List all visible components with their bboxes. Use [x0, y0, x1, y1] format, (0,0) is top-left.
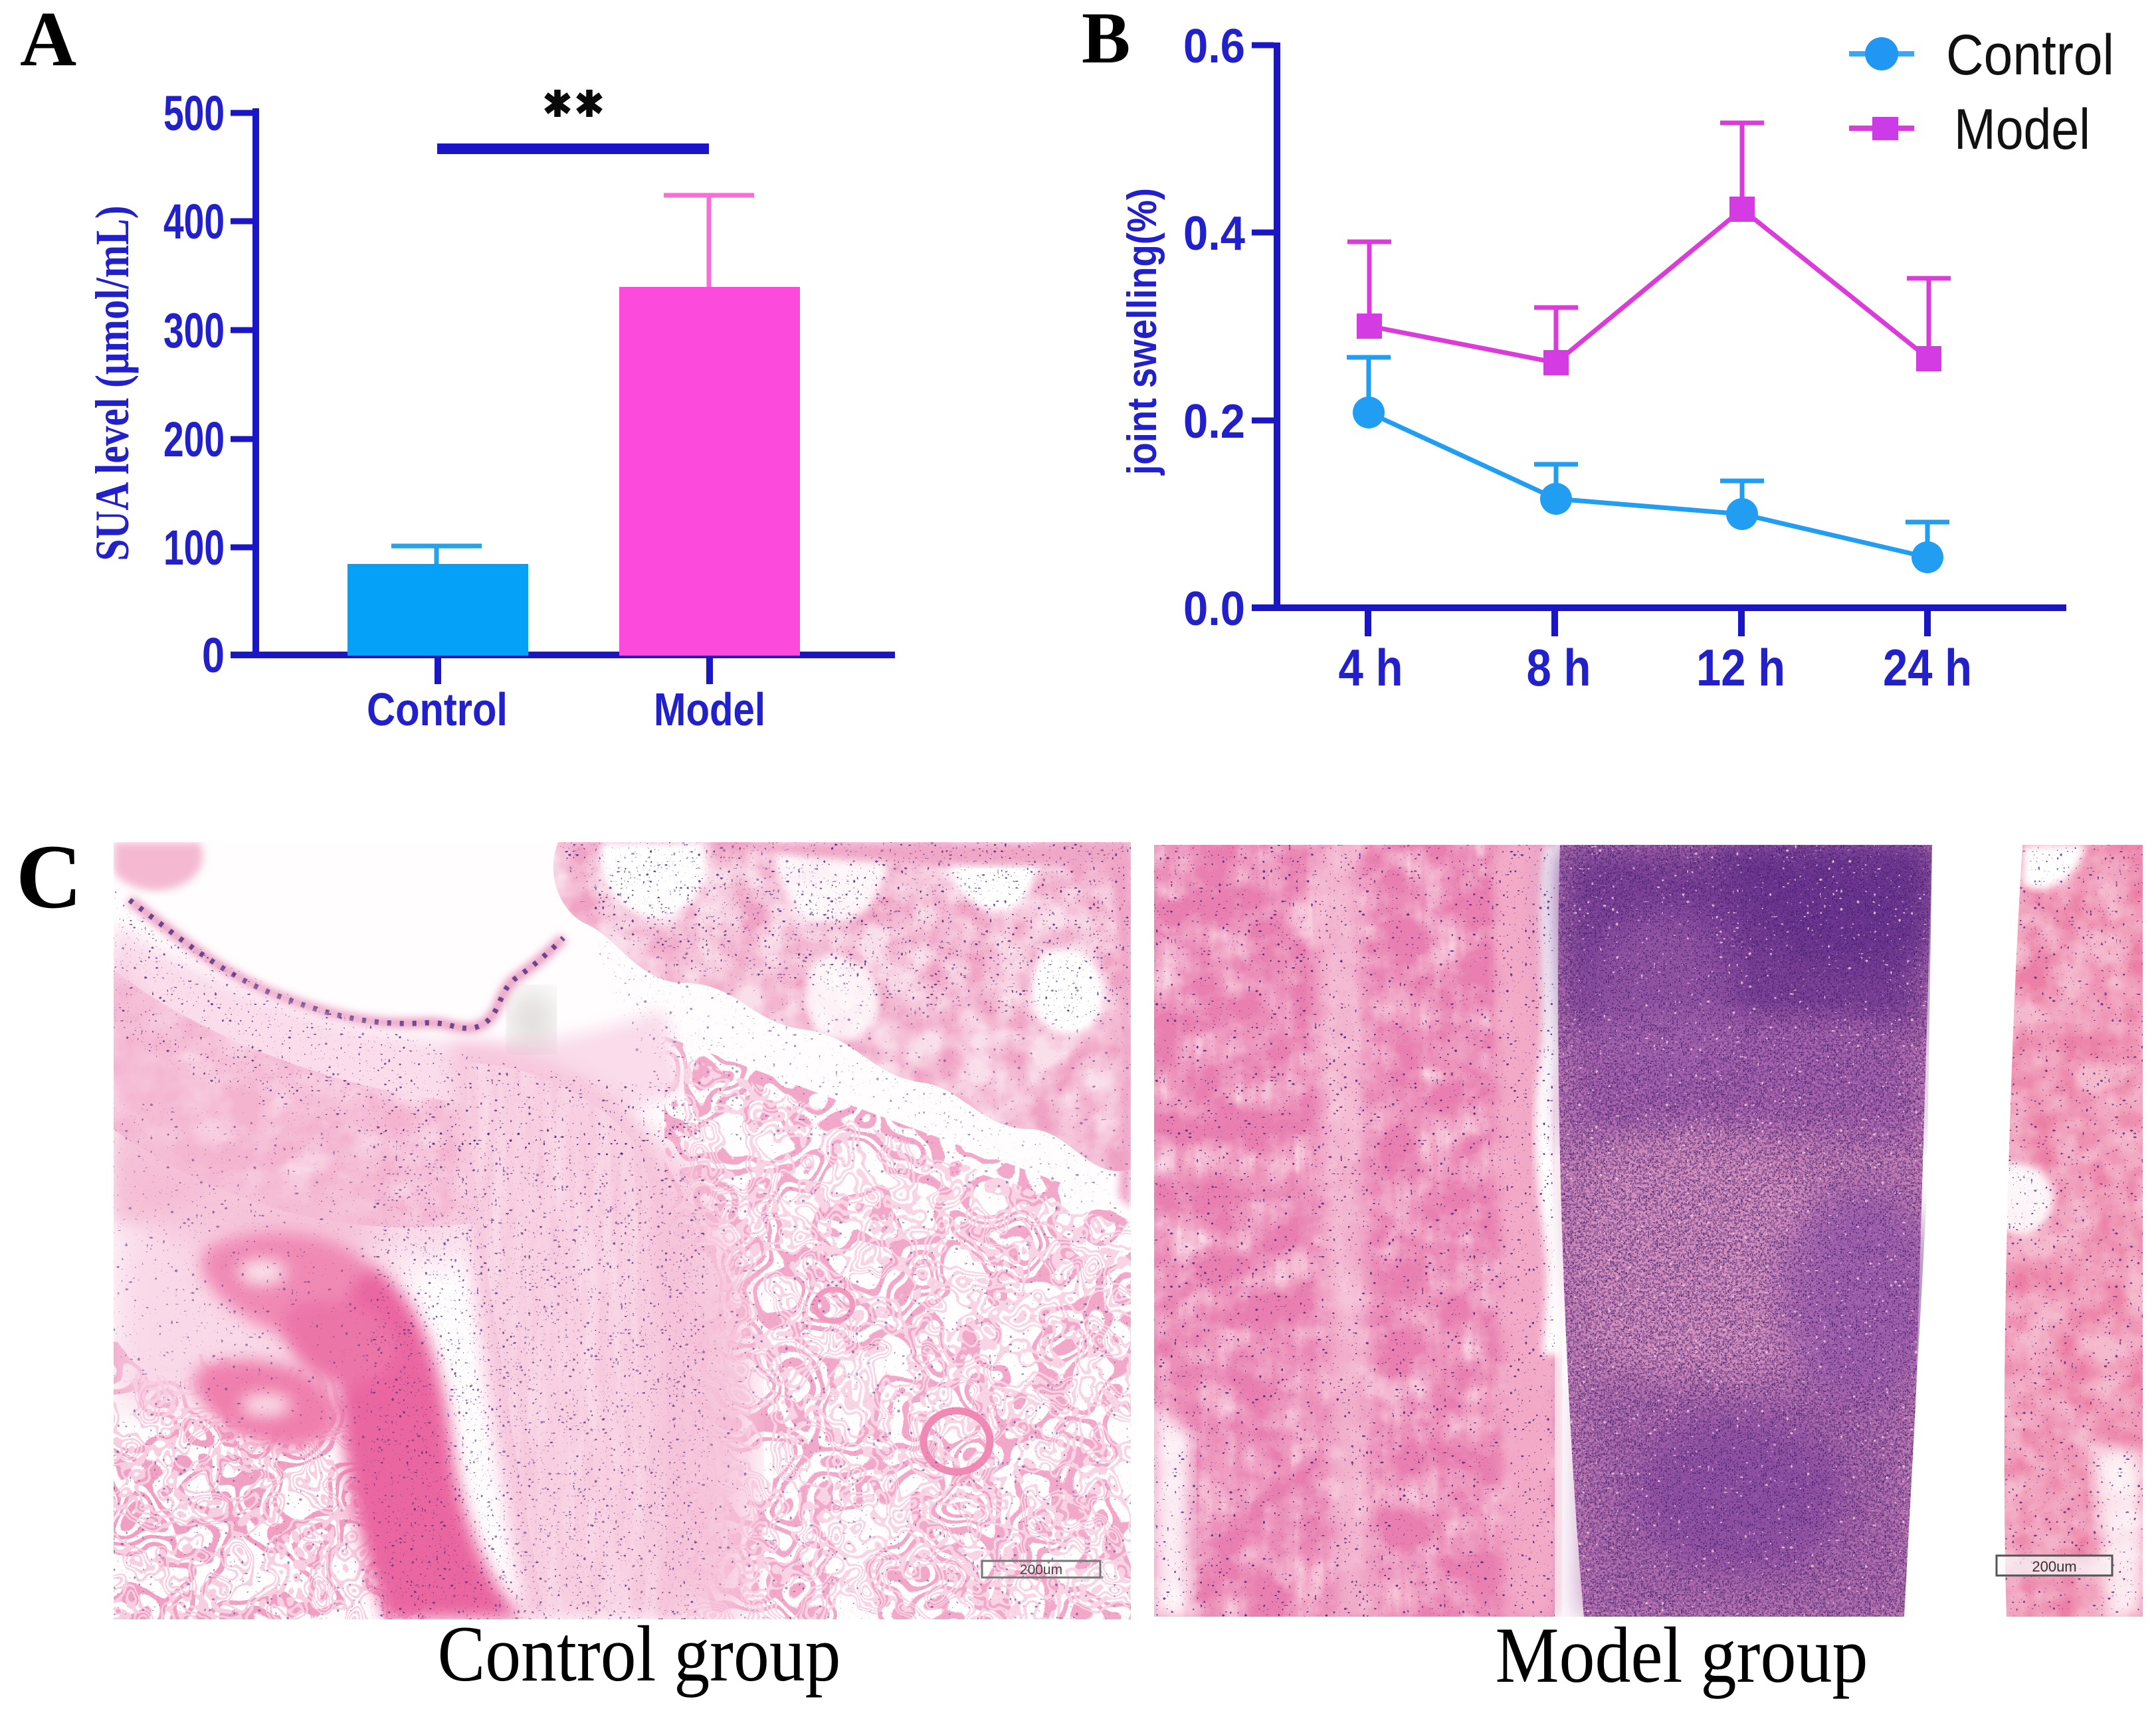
svg-text:Model: Model [654, 683, 765, 735]
svg-text:200um: 200um [1020, 1562, 1062, 1578]
svg-text:C: C [16, 826, 82, 927]
svg-text:SUA level (μmol/mL): SUA level (μmol/mL) [86, 206, 139, 561]
svg-text:0: 0 [202, 628, 225, 683]
svg-text:4 h: 4 h [1339, 638, 1403, 697]
svg-text:0.4: 0.4 [1183, 207, 1245, 260]
svg-text:300: 300 [163, 303, 225, 358]
svg-text:Control: Control [1946, 23, 2114, 87]
svg-text:200um: 200um [2032, 1558, 2076, 1575]
svg-text:100: 100 [163, 520, 225, 575]
svg-text:0.6: 0.6 [1183, 20, 1245, 73]
svg-text:200: 200 [163, 412, 225, 467]
svg-text:A: A [20, 0, 76, 82]
svg-text:Control: Control [367, 683, 508, 735]
svg-text:0.2: 0.2 [1183, 395, 1245, 448]
svg-text:Model group: Model group [1496, 1611, 1868, 1699]
svg-text:joint swelling(%): joint swelling(%) [1120, 188, 1165, 476]
svg-text:8 h: 8 h [1527, 638, 1591, 697]
svg-text:Model: Model [1954, 98, 2090, 161]
svg-text:400: 400 [163, 194, 225, 249]
svg-text:B: B [1082, 0, 1130, 78]
svg-text:500: 500 [163, 86, 225, 141]
svg-text:24 h: 24 h [1883, 638, 1972, 697]
svg-text:Control group: Control group [438, 1609, 841, 1698]
svg-text:0.0: 0.0 [1183, 583, 1245, 636]
svg-text:12 h: 12 h [1696, 638, 1785, 697]
